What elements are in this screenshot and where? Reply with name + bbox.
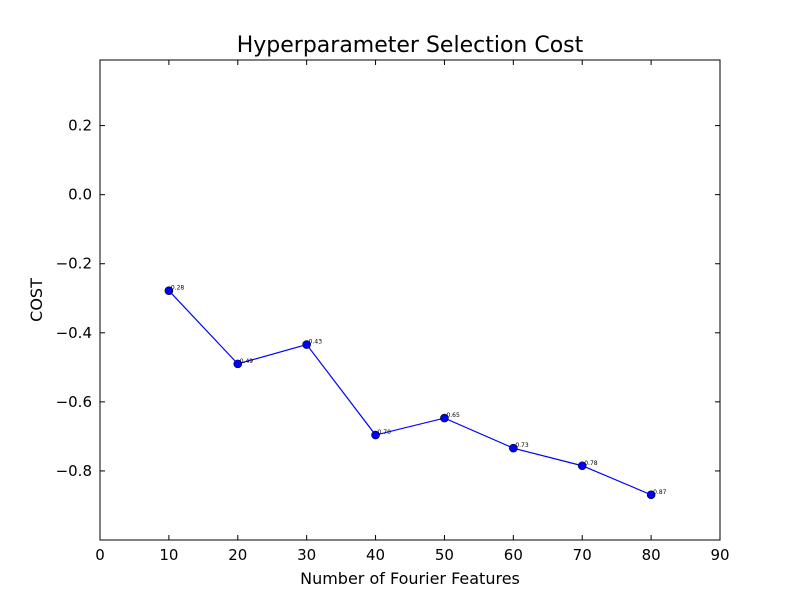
data-label: 0.49 [240, 358, 254, 365]
x-tick-label: 30 [297, 546, 316, 564]
data-point [509, 443, 518, 453]
y-tick-label: −0.6 [56, 393, 92, 411]
x-tick-label: 0 [95, 546, 105, 564]
data-label: 0.70 [378, 429, 392, 436]
data-point [302, 340, 311, 349]
data-point [440, 413, 449, 423]
data-point [646, 490, 656, 500]
y-tick-label: −0.8 [56, 462, 92, 480]
data-point [577, 461, 587, 471]
plot-frame [99, 59, 721, 541]
data-point [164, 286, 174, 295]
data-label: 0.65 [446, 412, 460, 419]
y-axis-label: COST [27, 278, 46, 322]
y-tick-label: 0.0 [68, 186, 92, 204]
x-tick-label: 80 [642, 546, 661, 564]
y-tick-label: 0.2 [68, 117, 92, 135]
data-point [371, 430, 380, 440]
x-tick-label: 50 [435, 546, 454, 564]
axis-ticks: 0 10 20 30 40 50 60 70 80 90 −0.8 −0.6 −0.4 −0.2 0.0 0.… [56, 60, 730, 564]
x-tick-label: 90 [710, 546, 729, 564]
data-point [233, 359, 243, 369]
series-layer: 0.28 0.49 0.43 0.70 0.65 0.73 0.78 0.87 [164, 285, 667, 500]
y-tick-label: −0.4 [56, 324, 92, 342]
data-label: 0.87 [653, 489, 667, 496]
data-label: 0.28 [171, 285, 185, 292]
x-tick-label: 40 [366, 546, 385, 564]
y-tick-label: −0.2 [56, 255, 92, 273]
chart-title: Hyperparameter Selection Cost [237, 33, 584, 58]
x-axis-label: Number of Fourier Features [300, 569, 520, 588]
data-label: 0.78 [584, 460, 598, 467]
x-tick-label: 70 [573, 546, 592, 564]
data-label: 0.73 [515, 442, 529, 449]
x-tick-label: 10 [159, 546, 178, 564]
x-tick-label: 60 [504, 546, 523, 564]
data-label: 0.43 [309, 339, 323, 346]
series-line [168, 290, 652, 496]
x-tick-label: 20 [228, 546, 247, 564]
